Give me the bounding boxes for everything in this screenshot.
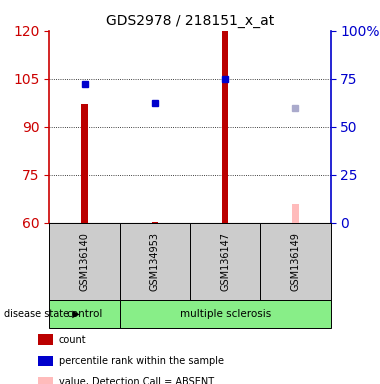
Text: disease state ▶: disease state ▶ — [4, 309, 79, 319]
Bar — [81, 104, 88, 223]
Text: GSM136147: GSM136147 — [220, 232, 230, 291]
Text: value, Detection Call = ABSENT: value, Detection Call = ABSENT — [59, 377, 214, 384]
Text: GSM136140: GSM136140 — [79, 232, 90, 291]
Text: percentile rank within the sample: percentile rank within the sample — [59, 356, 224, 366]
Text: GSM134953: GSM134953 — [150, 232, 160, 291]
Text: control: control — [66, 309, 103, 319]
Text: multiple sclerosis: multiple sclerosis — [179, 309, 271, 319]
Text: GSM136149: GSM136149 — [290, 232, 301, 291]
Title: GDS2978 / 218151_x_at: GDS2978 / 218151_x_at — [106, 14, 274, 28]
Bar — [222, 31, 228, 223]
Bar — [152, 222, 158, 223]
Bar — [292, 204, 299, 223]
Text: count: count — [59, 335, 87, 345]
